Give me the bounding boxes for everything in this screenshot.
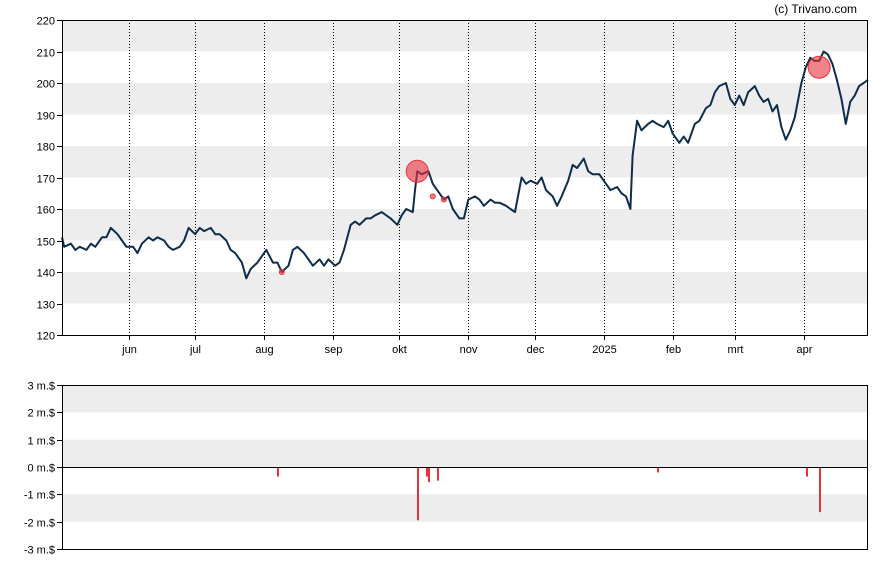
trade-marker <box>278 269 285 275</box>
price-series <box>61 50 869 280</box>
x-tick-label: aug <box>255 344 273 356</box>
volume-y-tick-label: -3 m.$ <box>24 545 55 557</box>
volume-band <box>62 439 868 467</box>
volume-y-tick-label: -2 m.$ <box>24 518 55 530</box>
price-y-tick-label: 140 <box>37 268 55 280</box>
volume-bar <box>417 467 419 521</box>
trade-marker <box>440 196 447 203</box>
x-tick-label: mrt <box>728 344 744 356</box>
x-tick-label: feb <box>666 344 681 356</box>
volume-bar <box>819 467 821 513</box>
x-tick-label: sep <box>325 344 343 356</box>
price-line <box>61 50 869 280</box>
price-y-tick-label: 150 <box>37 237 55 249</box>
x-tick-label: dec <box>527 344 545 356</box>
volume-bar <box>437 467 439 481</box>
price-y-tick-label: 210 <box>37 48 55 60</box>
price-y-axis: 120 130 140 150 160 170 180 190 200 210 220 <box>37 16 62 343</box>
volume-bar <box>806 467 808 477</box>
chart-frames <box>62 20 868 550</box>
trade-marker <box>429 193 436 200</box>
x-tick-label: jun <box>121 344 137 356</box>
volume-y-tick-label: 3 m.$ <box>27 381 55 393</box>
price-y-tick-label: 180 <box>37 142 55 154</box>
x-tick-label: jul <box>189 344 201 356</box>
price-frame <box>62 20 868 336</box>
x-tick-label: nov <box>460 344 478 356</box>
trade-marker <box>405 159 429 183</box>
price-y-tick-label: 190 <box>37 111 55 123</box>
x-tick-label: okt <box>392 344 407 356</box>
price-y-tick-label: 170 <box>37 174 55 186</box>
price-band <box>62 146 868 178</box>
volume-band <box>62 494 868 522</box>
price-band <box>62 20 868 52</box>
price-y-tick-label: 130 <box>37 300 55 312</box>
volume-y-tick-label: -1 m.$ <box>24 490 55 502</box>
volume-bar <box>426 467 428 477</box>
volume-y-tick-label: 0 m.$ <box>27 463 55 475</box>
volume-y-axis: 3 m.$ 2 m.$ 1 m.$ 0 m.$ -1 m.$ -2 m.$ -3 m.$ <box>24 381 62 557</box>
price-y-tick-label: 160 <box>37 205 55 217</box>
volume-band <box>62 385 868 413</box>
volume-chart-bands <box>62 385 868 522</box>
price-chart-bands <box>62 20 868 304</box>
price-y-tick-label: 200 <box>37 79 55 91</box>
price-y-tick-label: 220 <box>37 16 55 28</box>
volume-bar <box>657 467 659 473</box>
price-y-tick-label: 120 <box>37 331 55 343</box>
x-axis: jun jul aug sep okt nov dec 2025 feb mrt apr <box>121 335 813 356</box>
volume-bars <box>277 467 821 521</box>
price-band <box>62 272 868 304</box>
price-band <box>62 83 868 115</box>
x-tick-label: 2025 <box>592 344 616 356</box>
trade-marker <box>807 55 831 79</box>
volume-bar <box>277 467 279 477</box>
volume-bar <box>428 467 430 483</box>
volume-y-tick-label: 1 m.$ <box>27 436 55 448</box>
x-tick-label: apr <box>797 344 813 356</box>
volume-y-tick-label: 2 m.$ <box>27 408 55 420</box>
trade-markers <box>278 55 831 275</box>
credit-text: (c) Trivano.com <box>774 2 857 16</box>
